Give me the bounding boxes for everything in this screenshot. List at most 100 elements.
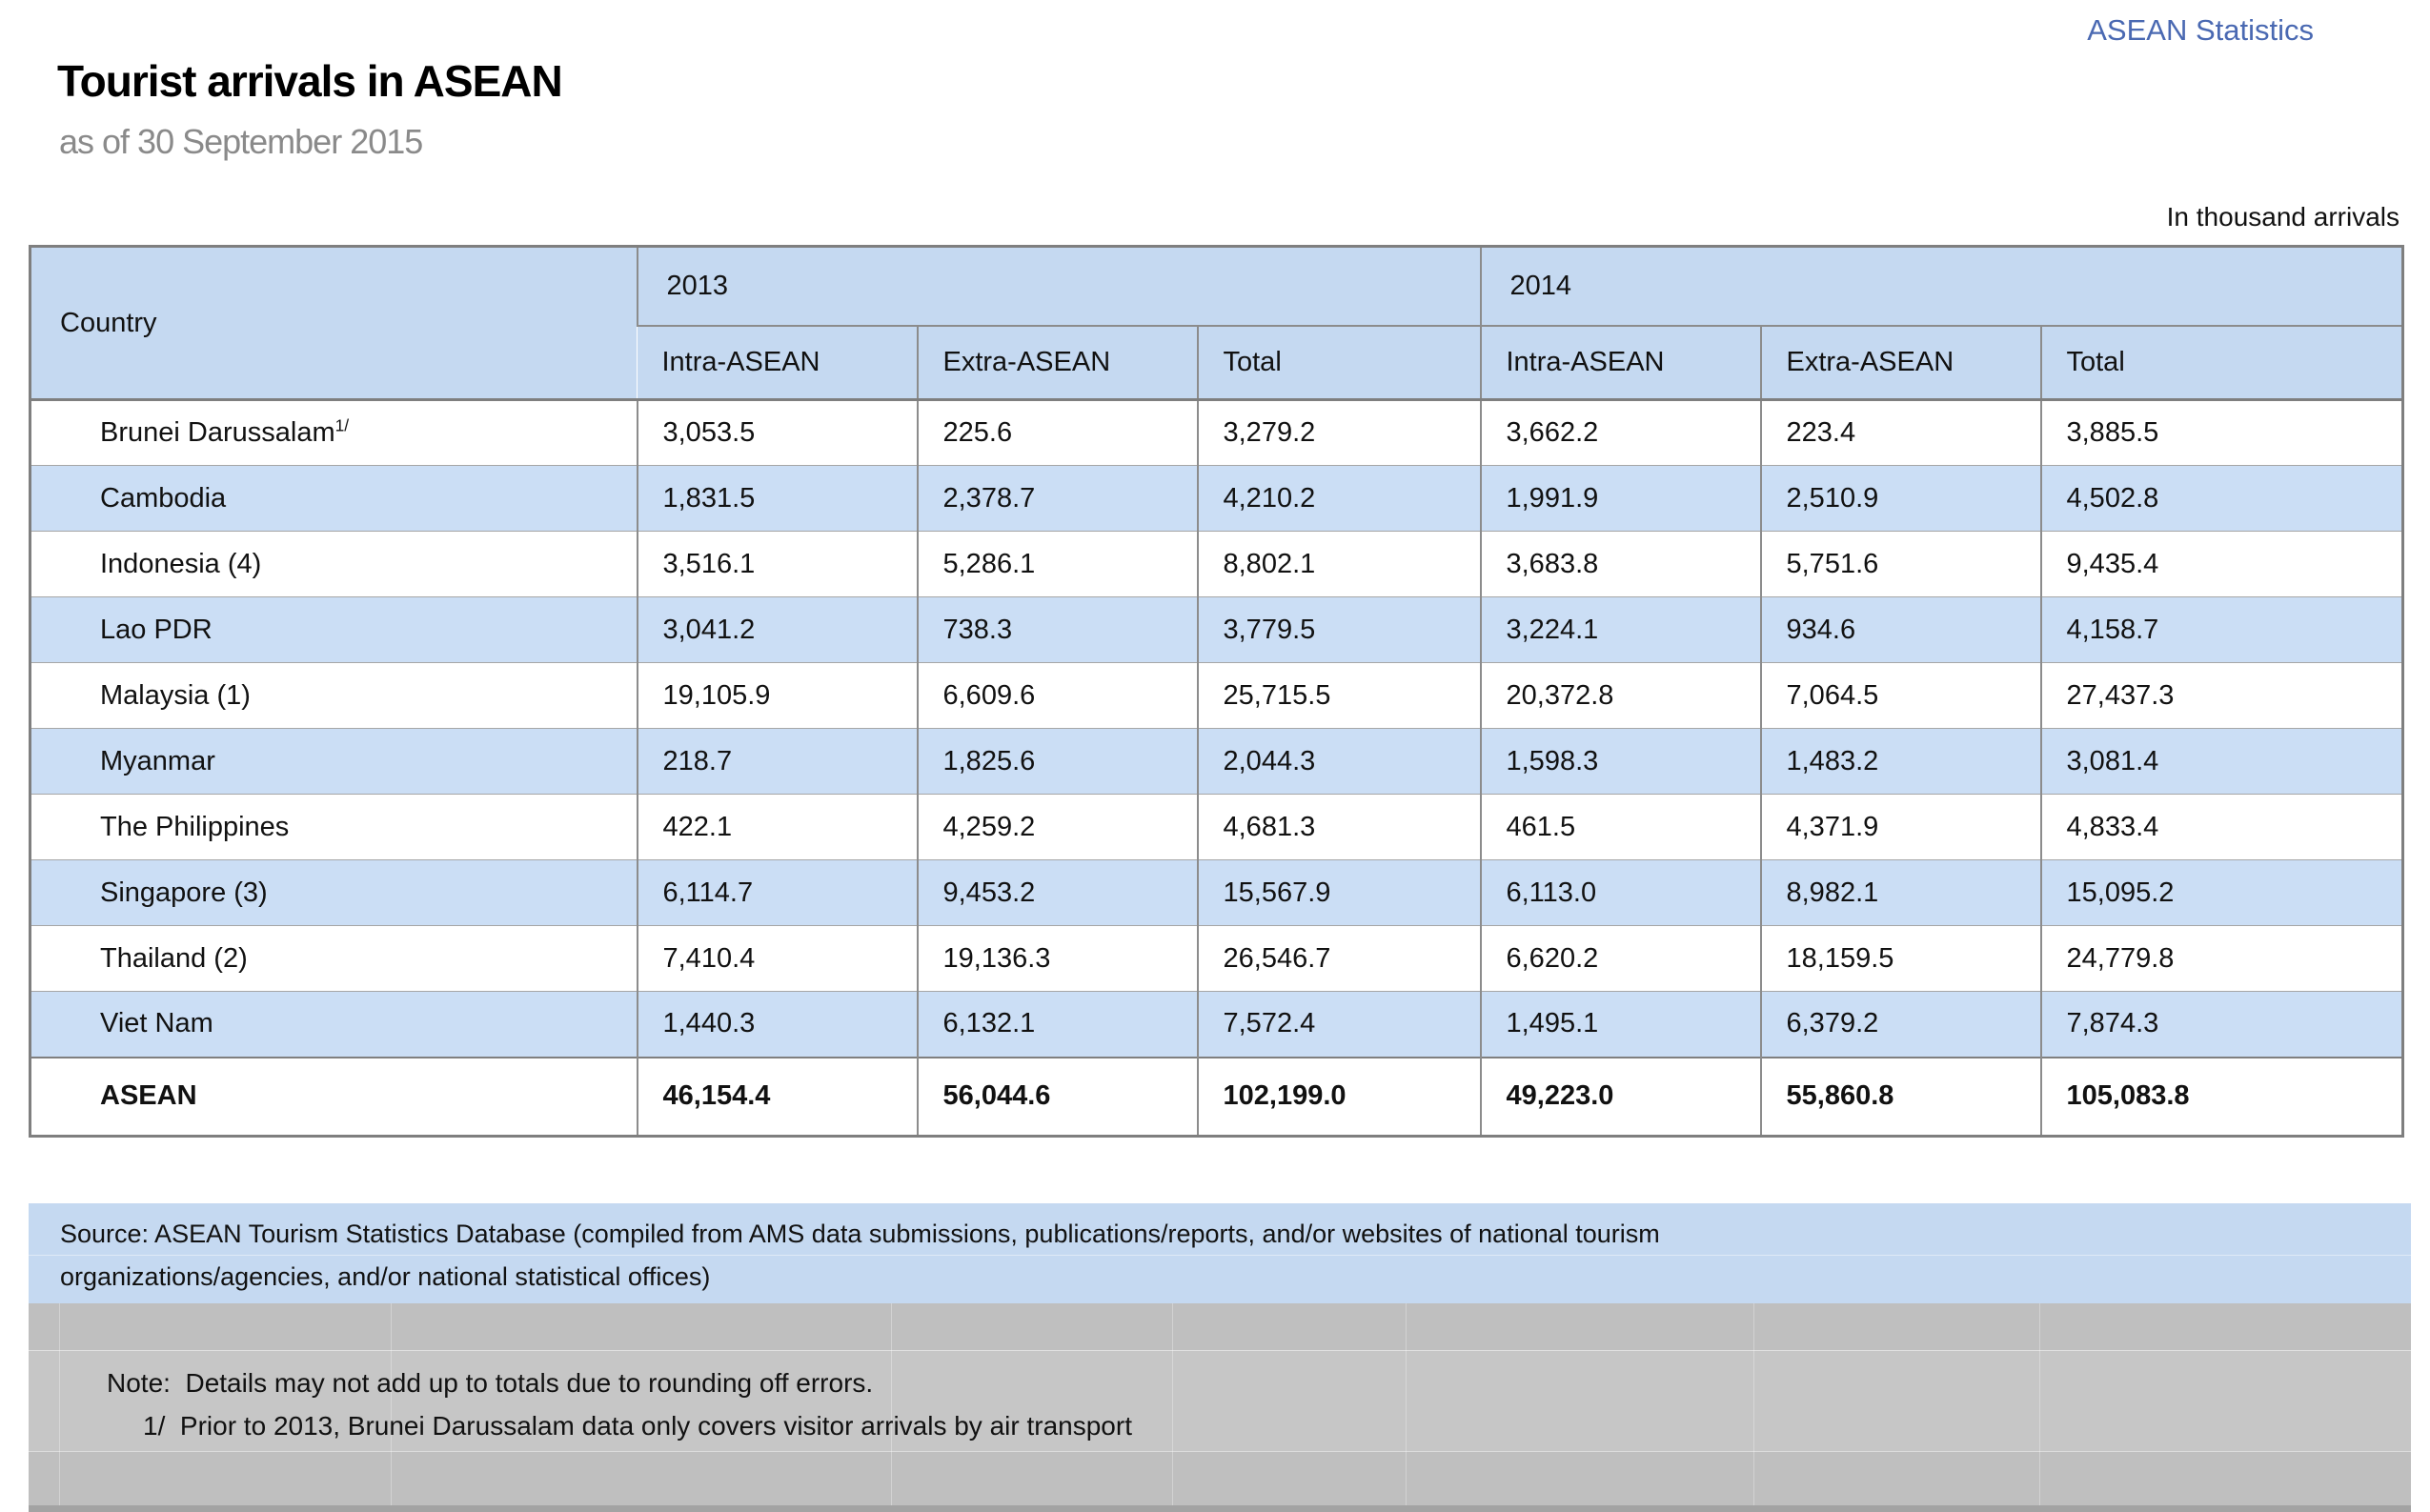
value-cell: 218.7 <box>636 728 918 795</box>
header-extra-2014: Extra-ASEAN <box>1759 324 2041 400</box>
table-row: Viet Nam 1,440.3 6,132.1 7,572.4 1,495.1 6,37… <box>30 991 2403 1058</box>
table-body: Brunei Darussalam1/3,053.5 225.6 3,279.2 3,… <box>30 399 2403 1058</box>
table-row: Singapore (3) 6,114.7 9,453.2 15,567.9 6,113… <box>30 859 2403 926</box>
value-cell: 15,567.9 <box>1196 859 1481 926</box>
value-cell: 20,372.8 <box>1479 662 1761 729</box>
brunei-footnote: 1/ Prior to 2013, Brunei Darussalam data… <box>143 1411 1132 1441</box>
sub-header-row: Intra-ASEAN Extra-ASEAN Total Intra-ASEA… <box>30 324 2403 400</box>
divider <box>2039 1303 2040 1505</box>
value-cell: 3,081.4 <box>2039 728 2403 795</box>
total-value-cell: 102,199.0 <box>1196 1057 1481 1137</box>
country-cell: Brunei Darussalam1/ <box>100 415 350 448</box>
header-extra-2013: Extra-ASEAN <box>916 324 1198 400</box>
value-cell: 19,136.3 <box>916 925 1198 992</box>
value-cell: 2,510.9 <box>1759 465 2041 532</box>
total-value-cell: 55,860.8 <box>1759 1057 2041 1137</box>
table-row: Malaysia (1) 19,105.9 6,609.6 25,715.5 20,37… <box>30 662 2403 729</box>
value-cell: 4,681.3 <box>1196 794 1481 860</box>
value-cell: 422.1 <box>636 794 918 860</box>
table-footer: ASEAN 46,154.4 56,044.6 102,199.0 49,223… <box>30 1057 2403 1137</box>
page-subtitle: as of 30 September 2015 <box>59 122 423 161</box>
footnote-marker: 1/ <box>334 415 350 435</box>
value-cell: 3,224.1 <box>1479 596 1761 663</box>
bottom-strip <box>29 1505 2411 1512</box>
value-cell: 6,609.6 <box>916 662 1198 729</box>
value-cell: 25,715.5 <box>1196 662 1481 729</box>
value-cell: 7,874.3 <box>2039 991 2403 1058</box>
country-cell: Indonesia (4) <box>100 548 262 579</box>
table-row: Cambodia 1,831.5 2,378.7 4,210.2 1,991.9 2,51… <box>30 465 2403 532</box>
value-cell: 7,572.4 <box>1196 991 1481 1058</box>
value-cell: 3,779.5 <box>1196 596 1481 663</box>
value-cell: 1,483.2 <box>1759 728 2041 795</box>
header-year-2014: 2014 <box>1479 246 2403 326</box>
source-block: Source: ASEAN Tourism Statistics Databas… <box>29 1203 2411 1303</box>
header-total-2014: Total <box>2039 324 2403 400</box>
value-cell: 8,982.1 <box>1759 859 2041 926</box>
value-cell: 1,495.1 <box>1479 991 1761 1058</box>
divider <box>29 1451 2411 1452</box>
value-cell: 24,779.8 <box>2039 925 2403 992</box>
country-cell: The Philippines <box>100 811 290 842</box>
divider <box>59 1303 60 1505</box>
divider <box>29 1350 2411 1351</box>
value-cell: 4,210.2 <box>1196 465 1481 532</box>
unit-note: In thousand arrivals <box>2166 202 2400 232</box>
table-row: The Philippines 422.1 4,259.2 4,681.3 461.5 4… <box>30 794 2403 860</box>
header-total-2013: Total <box>1196 324 1481 400</box>
arrivals-table: Country 2013 2014 Intra-ASEAN Extra-ASEA… <box>29 245 2405 1138</box>
header-year-2013: 2013 <box>636 246 1481 326</box>
value-cell: 3,516.1 <box>636 531 918 597</box>
table-row: Brunei Darussalam1/3,053.5 225.6 3,279.2 3,… <box>30 399 2403 466</box>
value-cell: 4,371.9 <box>1759 794 2041 860</box>
value-cell: 3,041.2 <box>636 596 918 663</box>
notes-block: Note: Details may not add up to totals d… <box>29 1303 2411 1512</box>
value-cell: 1,598.3 <box>1479 728 1761 795</box>
source-line-1: Source: ASEAN Tourism Statistics Databas… <box>60 1220 1660 1248</box>
value-cell: 3,279.2 <box>1196 399 1481 466</box>
value-cell: 4,259.2 <box>916 794 1198 860</box>
value-cell: 7,064.5 <box>1759 662 2041 729</box>
country-cell: Singapore (3) <box>100 877 268 908</box>
value-cell: 5,286.1 <box>916 531 1198 597</box>
divider <box>891 1303 892 1505</box>
header-intra-2013: Intra-ASEAN <box>637 324 918 400</box>
value-cell: 934.6 <box>1759 596 2041 663</box>
value-cell: 3,053.5 <box>636 399 918 466</box>
value-cell: 1,825.6 <box>916 728 1198 795</box>
value-cell: 8,802.1 <box>1196 531 1481 597</box>
value-cell: 9,453.2 <box>916 859 1198 926</box>
value-cell: 1,831.5 <box>636 465 918 532</box>
value-cell: 4,502.8 <box>2039 465 2403 532</box>
arrivals-table-wrapper: Country 2013 2014 Intra-ASEAN Extra-ASEA… <box>29 245 2405 1138</box>
divider <box>1172 1303 1173 1505</box>
value-cell: 26,546.7 <box>1196 925 1481 992</box>
value-cell: 738.3 <box>916 596 1198 663</box>
total-row-label: ASEAN <box>100 1080 197 1112</box>
value-cell: 6,132.1 <box>916 991 1198 1058</box>
divider <box>29 1255 2411 1256</box>
total-value-cell: 105,083.8 <box>2039 1057 2403 1137</box>
country-cell: Malaysia (1) <box>100 679 251 711</box>
value-cell: 4,158.7 <box>2039 596 2403 663</box>
value-cell: 3,885.5 <box>2039 399 2403 466</box>
value-cell: 6,379.2 <box>1759 991 2041 1058</box>
value-cell: 461.5 <box>1479 794 1761 860</box>
total-row: ASEAN 46,154.4 56,044.6 102,199.0 49,223… <box>30 1057 2403 1137</box>
value-cell: 1,440.3 <box>636 991 918 1058</box>
value-cell: 2,044.3 <box>1196 728 1481 795</box>
value-cell: 4,833.4 <box>2039 794 2403 860</box>
value-cell: 27,437.3 <box>2039 662 2403 729</box>
value-cell: 223.4 <box>1759 399 2041 466</box>
year-header-row: Country 2013 2014 <box>30 246 2403 400</box>
table-row: Thailand (2) 7,410.4 19,136.3 26,546.7 6,620… <box>30 925 2403 992</box>
value-cell: 2,378.7 <box>916 465 1198 532</box>
value-cell: 225.6 <box>916 399 1198 466</box>
brand-link[interactable]: ASEAN Statistics <box>2087 13 2314 47</box>
value-cell: 3,662.2 <box>1479 399 1761 466</box>
value-cell: 5,751.6 <box>1759 531 2041 597</box>
value-cell: 7,410.4 <box>636 925 918 992</box>
header-intra-2014: Intra-ASEAN <box>1479 324 1761 400</box>
total-value-cell: 46,154.4 <box>636 1057 918 1137</box>
value-cell: 1,991.9 <box>1479 465 1761 532</box>
